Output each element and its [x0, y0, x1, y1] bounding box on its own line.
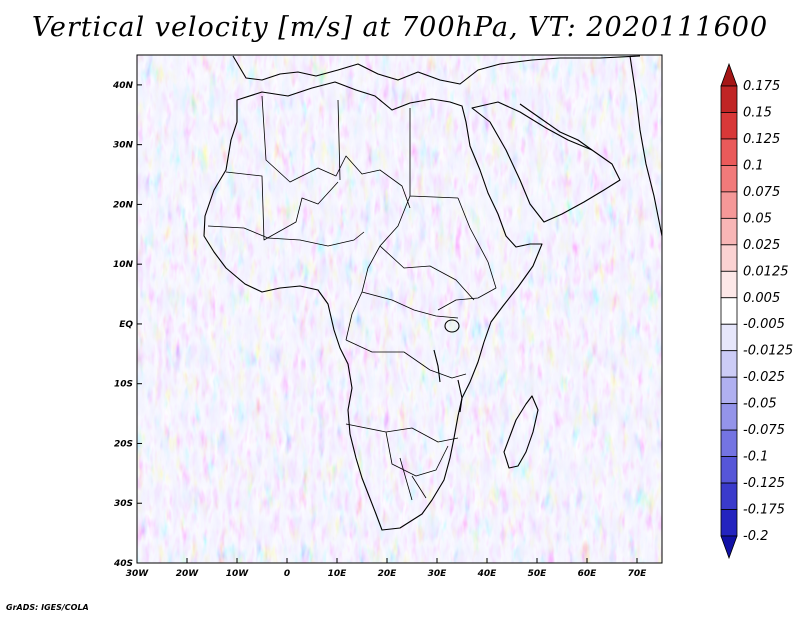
longitude-axis: 30W 20W 10W 0 10E 20E 30E 40E 50E 60E 70E: [126, 558, 647, 579]
lon-tick-label: 30E: [428, 569, 448, 579]
lat-tick-label: 30S: [114, 499, 133, 509]
colorbar-swatch: [720, 403, 738, 431]
colorbar-label: 0.075: [743, 185, 780, 200]
colorbar-label: -0.125: [743, 476, 785, 491]
colorbar-swatch: [720, 270, 738, 299]
colorbar-swatch: [720, 297, 738, 325]
colorbar-swatch: [720, 323, 738, 352]
colorbar-label: 0.15: [743, 105, 772, 120]
lat-tick-label: 10S: [114, 380, 133, 390]
colorbar-swatch: [720, 376, 738, 405]
lon-tick-label: 70E: [628, 569, 648, 579]
colorbar-label: 0.175: [743, 79, 780, 94]
colorbar-label: 0.05: [743, 211, 772, 226]
plot-frame: [136, 54, 663, 564]
lake-malawi: [457, 379, 463, 413]
colorbar-swatch: [720, 509, 738, 537]
lake-victoria: [444, 319, 460, 333]
lon-tick-label: 30W: [126, 569, 150, 579]
lon-tick-label: 10E: [328, 569, 348, 579]
colorbar-label: -0.005: [743, 317, 785, 332]
colorbar-swatch: [720, 429, 738, 457]
coastline-arabia: [471, 101, 621, 223]
colorbar-label: 0.125: [743, 132, 780, 147]
colorbar-label: 0.025: [743, 238, 780, 253]
lat-tick-label: 40N: [112, 81, 134, 91]
colorbar-label: -0.1: [743, 450, 768, 465]
lon-tick-label: 10W: [226, 569, 250, 579]
coastline-persian-gulf: [519, 103, 593, 151]
lon-tick-label: 50E: [528, 569, 548, 579]
lat-tick-label: 10N: [113, 260, 134, 270]
lon-tick-label: 20W: [176, 569, 200, 579]
lon-tick-label: 40E: [477, 569, 498, 579]
colorbar-min-extension: [720, 535, 738, 560]
colorbar-label: -0.175: [743, 503, 785, 518]
lat-tick-label: 30N: [113, 141, 134, 151]
colorbar-swatch: [720, 138, 738, 166]
lat-tick-label: EQ: [119, 320, 133, 330]
colorbar-swatch: [720, 191, 738, 219]
lon-tick-label: 60E: [578, 569, 598, 579]
colorbar-label: -0.05: [743, 397, 777, 412]
grads-credit: GrADS: IGES/COLA: [6, 603, 89, 612]
colorbar-swatch: [720, 112, 738, 140]
colorbar-label: 0.005: [743, 291, 780, 306]
lon-tick-label: 0: [284, 569, 290, 579]
colorbar-label: 0.0125: [743, 264, 789, 279]
colorbar-label: -0.0125: [743, 344, 793, 359]
lake-tanganyika: [433, 349, 441, 383]
lat-tick-label: 20S: [114, 439, 133, 449]
lat-tick-label: 40S: [113, 559, 133, 569]
colorbar-swatch: [720, 350, 738, 378]
coastline-africa: [203, 81, 543, 531]
colorbar-swatch: [720, 217, 738, 246]
colorbar-swatch: [720, 482, 738, 510]
coastline-madagascar: [503, 395, 539, 469]
colorbar-label: -0.025: [743, 370, 785, 385]
latitude-axis: 40N 30N 20N 10N EQ 10S 20S 30S 40S: [112, 81, 142, 569]
country-borders: [207, 95, 497, 501]
coastline-europe: [232, 55, 641, 85]
coastline-india: [629, 55, 662, 237]
colorbar-max-extension: [720, 62, 738, 87]
colorbar-swatch: [720, 85, 738, 113]
colorbar-label: -0.2: [743, 529, 768, 544]
vertical-velocity-field: [137, 55, 662, 563]
colorbar-label: 0.1: [743, 158, 764, 173]
lat-tick-label: 20N: [113, 200, 134, 210]
colorbar: 0.175 0.15 0.125 0.1 0.075 0.05 0.025 0.0125 0.0…: [720, 62, 793, 560]
colorbar-label: -0.075: [743, 423, 785, 438]
colorbar-swatch: [720, 165, 738, 193]
colorbar-swatch: [720, 456, 738, 484]
lon-tick-label: 20E: [378, 569, 398, 579]
colorbar-swatch: [720, 244, 738, 272]
chart-title: Vertical velocity [m/s] at 700hPa, VT: 2…: [31, 12, 769, 43]
